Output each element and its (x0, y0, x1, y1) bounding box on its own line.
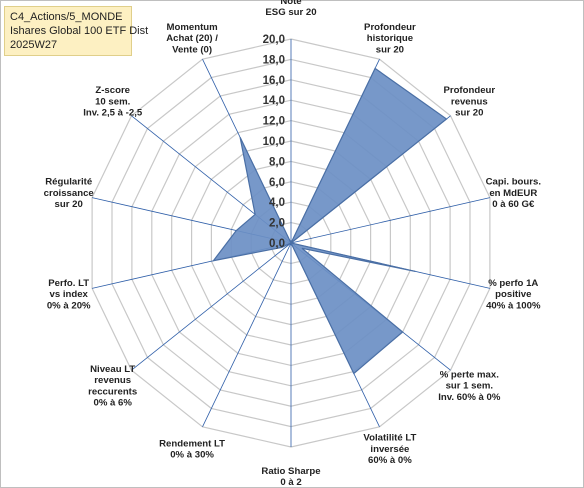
axis-label: Rendement LT 0% à 30% (159, 438, 225, 460)
tick-label: 14,0 (263, 95, 285, 107)
tick-label: 16,0 (263, 75, 285, 87)
tick-label: 10,0 (263, 136, 285, 148)
info-category: C4_Actions/5_MONDE (10, 11, 123, 23)
axis-spoke (290, 197, 490, 244)
data-area (211, 67, 448, 375)
axis-spoke (202, 242, 292, 427)
info-week: 2025W27 (10, 39, 58, 51)
axis-label: Profondeur historique sur 20 (364, 22, 416, 55)
tick-label: 18,0 (263, 54, 285, 66)
axis-label: Perfo. LT vs index 0% à 20% (47, 278, 91, 311)
tick-label: 12,0 (263, 116, 285, 128)
axis-label: Capi. bours. en MdEUR 0 à 60 G€ (486, 177, 541, 210)
axis-label: Profondeur revenus sur 20 (443, 85, 495, 118)
chart-info-box: C4_Actions/5_MONDE Ishares Global 100 ET… (4, 6, 149, 56)
axis-label: Note ESG sur 20 (265, 0, 316, 18)
tick-label: 20,0 (263, 34, 285, 46)
axis-label: Niveau LT revenus reccurents 0% à 6% (88, 364, 137, 409)
axis-label: % perte max. sur 1 sem. Inv. 60% à 0% (438, 370, 501, 403)
info-fund-name: Ishares Global 100 ETF Dist (10, 25, 149, 37)
axis-spoke (131, 242, 292, 371)
axis-label: Ratio Sharpe 0 à 2 (261, 466, 320, 488)
tick-label: 4,0 (269, 197, 285, 209)
axis-label: Momentum Achat (20) / Vente (0) (166, 22, 218, 55)
axis-label: Volatilité LT inversée 60% à 0% (363, 433, 416, 466)
tick-label: 8,0 (269, 156, 285, 168)
tick-label: 0,0 (269, 238, 285, 250)
tick-label: 2,0 (269, 218, 285, 230)
axis-label: % perfo 1A positive 40% à 100% (486, 278, 541, 311)
axis-label: Régularité croissance sur 20 (44, 177, 94, 210)
tick-label: 6,0 (269, 177, 285, 189)
axis-label: Z-score 10 sem. Inv. 2,5 à -2,5 (83, 85, 143, 118)
